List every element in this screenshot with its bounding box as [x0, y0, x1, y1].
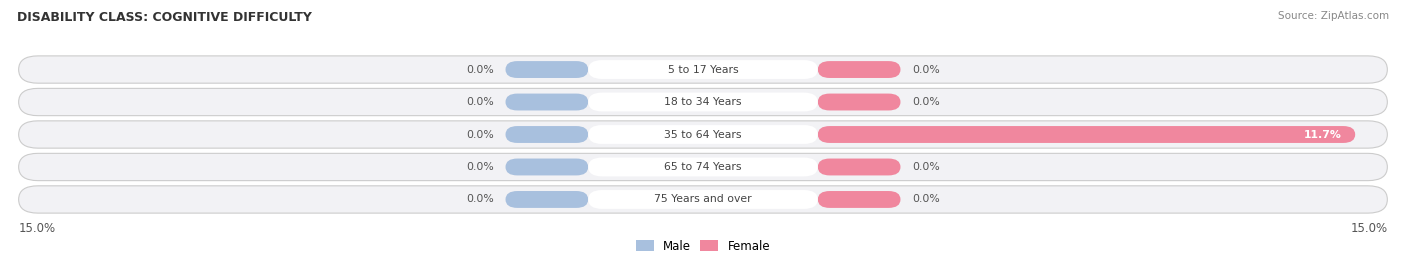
Legend: Male, Female: Male, Female — [636, 240, 770, 253]
Text: 0.0%: 0.0% — [467, 65, 494, 75]
Text: 0.0%: 0.0% — [912, 97, 939, 107]
Text: DISABILITY CLASS: COGNITIVE DIFFICULTY: DISABILITY CLASS: COGNITIVE DIFFICULTY — [17, 11, 312, 24]
FancyBboxPatch shape — [818, 158, 900, 175]
FancyBboxPatch shape — [506, 94, 588, 111]
Text: 0.0%: 0.0% — [912, 65, 939, 75]
FancyBboxPatch shape — [818, 61, 900, 78]
FancyBboxPatch shape — [18, 186, 1388, 213]
FancyBboxPatch shape — [818, 191, 900, 208]
Text: Source: ZipAtlas.com: Source: ZipAtlas.com — [1278, 11, 1389, 21]
FancyBboxPatch shape — [506, 126, 588, 143]
FancyBboxPatch shape — [588, 93, 818, 111]
FancyBboxPatch shape — [588, 190, 818, 209]
FancyBboxPatch shape — [18, 56, 1388, 83]
Text: 0.0%: 0.0% — [912, 194, 939, 204]
Text: 11.7%: 11.7% — [1303, 129, 1341, 140]
FancyBboxPatch shape — [506, 61, 588, 78]
Text: 5 to 17 Years: 5 to 17 Years — [668, 65, 738, 75]
Text: 0.0%: 0.0% — [912, 162, 939, 172]
FancyBboxPatch shape — [18, 121, 1388, 148]
Text: 0.0%: 0.0% — [467, 129, 494, 140]
Text: 15.0%: 15.0% — [18, 222, 56, 235]
FancyBboxPatch shape — [506, 158, 588, 175]
Text: 65 to 74 Years: 65 to 74 Years — [664, 162, 742, 172]
Text: 0.0%: 0.0% — [467, 162, 494, 172]
FancyBboxPatch shape — [18, 153, 1388, 180]
Text: 18 to 34 Years: 18 to 34 Years — [664, 97, 742, 107]
FancyBboxPatch shape — [588, 158, 818, 176]
FancyBboxPatch shape — [588, 60, 818, 79]
Text: 0.0%: 0.0% — [467, 97, 494, 107]
Text: 35 to 64 Years: 35 to 64 Years — [664, 129, 742, 140]
FancyBboxPatch shape — [18, 89, 1388, 116]
FancyBboxPatch shape — [818, 94, 900, 111]
Text: 75 Years and over: 75 Years and over — [654, 194, 752, 204]
FancyBboxPatch shape — [588, 125, 818, 144]
FancyBboxPatch shape — [818, 126, 1355, 143]
FancyBboxPatch shape — [506, 191, 588, 208]
Text: 0.0%: 0.0% — [467, 194, 494, 204]
Text: 15.0%: 15.0% — [1350, 222, 1388, 235]
